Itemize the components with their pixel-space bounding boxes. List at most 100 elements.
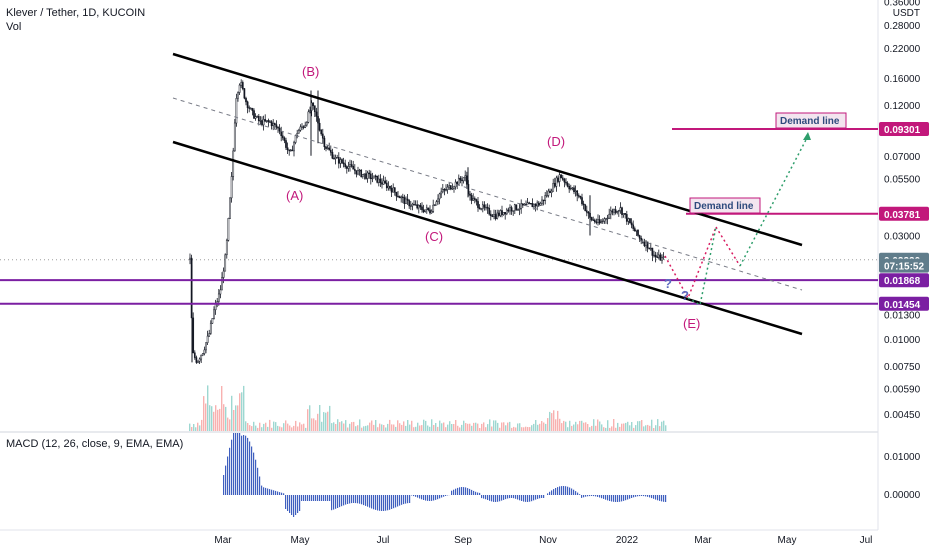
volume-bar [303,424,304,431]
candle-body [594,220,595,222]
macd-histogram-bar [401,495,402,505]
currency-label: USDT [893,8,920,19]
volume-bar [219,409,220,431]
volume-bar [577,424,578,431]
candle-body [333,158,334,159]
candle-body [234,123,235,151]
candle-body [492,216,493,217]
volume-bar [429,427,430,431]
volume-bar [519,423,520,431]
volume-bar [663,421,664,431]
macd-histogram-bar [267,489,268,496]
macd-histogram-bar [357,495,358,503]
macd-histogram-bar [303,495,304,501]
candle-body [295,135,296,142]
macd-histogram-bar [301,495,302,501]
macd-histogram-bar [419,495,420,499]
volume-bar [251,426,252,431]
candle-body [351,165,352,167]
candle-body [297,133,298,135]
candle-body [316,112,317,117]
macd-histogram-bar [657,495,658,500]
candle-body [229,198,230,218]
wave-label-e: (E) [683,316,700,331]
volume-bar [625,423,626,431]
volume-bar [527,427,528,431]
candle-body [258,116,259,121]
candle-body [356,171,357,175]
macd-histogram-bar [463,487,464,495]
volume-bar [321,422,322,431]
macd-histogram-bar [571,489,572,496]
macd-histogram-bar [621,495,622,501]
macd-histogram-bar [231,440,232,495]
macd-histogram-bar [457,488,458,495]
volume-bar [437,427,438,431]
volume-bar [365,426,366,431]
volume-bar [415,427,416,431]
macd-histogram-bar [367,495,368,507]
x-tick-label: Sep [454,535,472,546]
candle-body [505,212,506,214]
macd-histogram-bar [593,495,594,496]
candle-body [337,157,338,158]
macd-histogram-bar [529,495,530,502]
candle-body [445,190,446,191]
macd-histogram-bar [503,495,504,500]
candle-body [381,183,382,185]
candle-body [663,257,664,258]
volume-bar [649,426,650,431]
volume-bar [345,420,346,431]
volume-bar [493,420,494,431]
volume-bar [503,422,504,431]
candle-body [346,167,347,169]
volume-bar [355,426,356,431]
price-badge-label: 0.09301 [884,125,921,136]
macd-histogram-bar [343,495,344,505]
macd-histogram-bar [635,495,636,497]
candle-body [653,255,654,256]
volume-bar [383,425,384,431]
volume-bar [645,425,646,431]
volume-bar [581,421,582,431]
macd-histogram-bar [275,491,276,495]
candle-body [194,353,195,358]
macd-histogram-bar [513,495,514,498]
volume-bar [457,426,458,431]
candle-body [220,290,221,294]
macd-histogram-bar [451,491,452,495]
candle-body [205,343,206,350]
volume-bar [307,409,308,431]
macd-histogram-bar [495,495,496,502]
y-tick-label: 0.05500 [884,175,921,186]
volume-bar [427,426,428,432]
volume-bar [215,405,216,431]
macd-histogram-bar [263,487,264,495]
candle-body [509,208,510,211]
macd-histogram-bar [387,495,388,510]
volume-bar [349,424,350,431]
candle-body [473,198,474,200]
candle-body [420,205,421,207]
candle-body [409,201,410,206]
volume-bar [553,410,554,431]
candle-body [514,205,515,211]
macd-histogram-bar [409,495,410,503]
candle-body [628,219,629,222]
candle-body [284,138,285,141]
volume-bar [353,422,354,431]
candle-body [655,255,656,257]
y-tick-label: 0.01000 [884,335,921,346]
macd-histogram-bar [271,490,272,495]
candle-body [556,178,557,187]
volume-bar [469,424,470,431]
candle-body [501,211,502,215]
volume-bar [477,424,478,431]
macd-histogram-bar [373,495,374,509]
volume-bar [507,423,508,431]
candle-body [437,199,438,202]
candle-body [372,178,373,179]
macd-histogram-bar [369,495,370,508]
